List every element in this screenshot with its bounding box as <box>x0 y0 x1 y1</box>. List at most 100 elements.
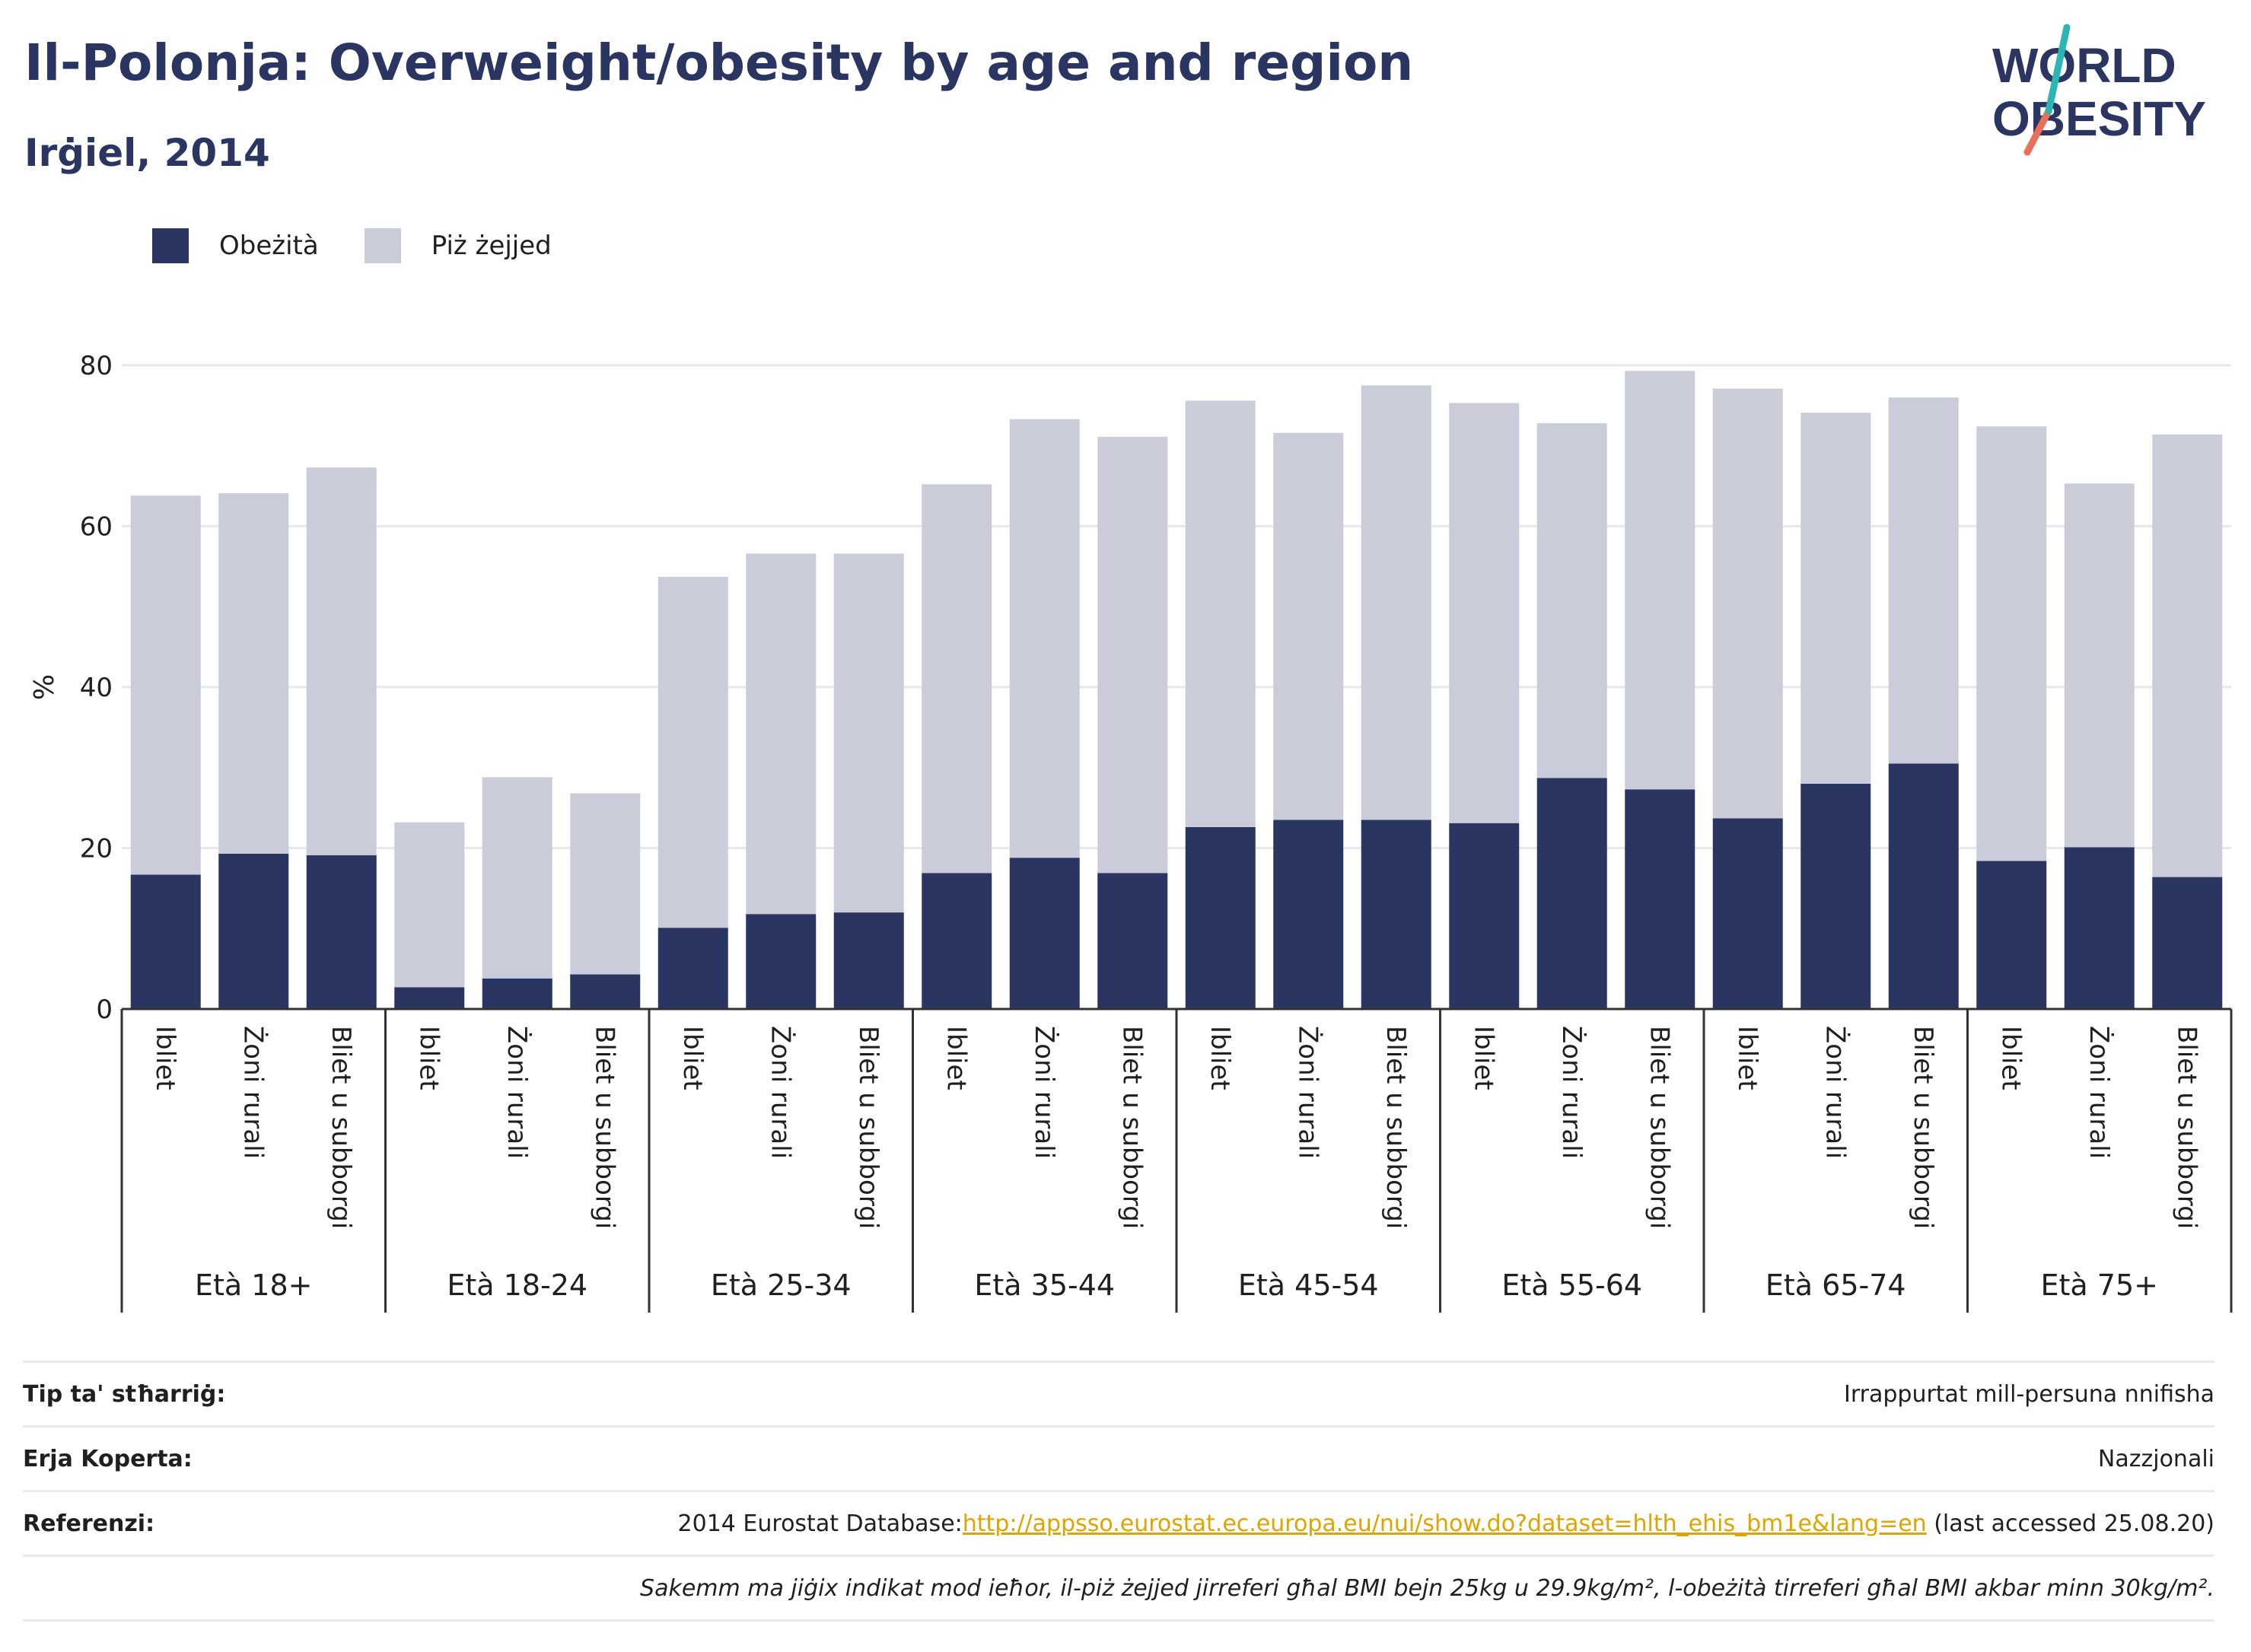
bar-overweight-15 <box>1449 403 1520 823</box>
group-label-7: Età 75+ <box>2041 1268 2158 1302</box>
x-tick-label-8: Bliet u subborgi <box>853 1026 884 1229</box>
bar-overweight-10 <box>1009 419 1080 858</box>
bar-obesity-0 <box>130 874 201 1009</box>
area-covered-label: Erja Koperta: <box>23 1445 193 1472</box>
x-tick-label-1: Żoni rurali <box>237 1026 268 1159</box>
y-axis-label: % <box>29 674 60 700</box>
bar-overweight-17 <box>1625 371 1695 790</box>
x-tick-label-14: Bliet u subborgi <box>1380 1026 1411 1229</box>
footer-row-note: Sakemm ma jiġix indikat mod ieħor, il-pi… <box>23 1555 2214 1622</box>
bar-obesity-19 <box>1800 783 1871 1009</box>
definition-note: Sakemm ma jiġix indikat mod ieħor, il-pi… <box>640 1574 2214 1602</box>
footer-row-survey-type: Tip ta' stħarriġ: Irrappurtat mill-persu… <box>23 1361 2214 1425</box>
group-label-1: Età 18-24 <box>447 1268 587 1302</box>
bar-overweight-21 <box>1976 426 2047 861</box>
group-label-0: Età 18+ <box>195 1268 312 1302</box>
bar-overweight-22 <box>2064 483 2135 848</box>
group-label-6: Età 65-74 <box>1765 1268 1906 1302</box>
group-label-5: Età 55-64 <box>1501 1268 1642 1302</box>
bar-obesity-4 <box>482 978 552 1009</box>
legend-label-obesity: Obeżità <box>219 231 319 261</box>
x-tick-label-12: Ibliet <box>1205 1026 1235 1090</box>
bar-overweight-23 <box>2152 434 2223 877</box>
bar-obesity-22 <box>2064 847 2135 1009</box>
y-tick-label-40: 40 <box>80 673 113 703</box>
x-tick-label-6: Ibliet <box>677 1026 708 1090</box>
x-tick-label-4: Żoni rurali <box>501 1026 532 1159</box>
bar-overweight-3 <box>394 822 465 988</box>
y-tick-label-60: 60 <box>80 512 113 543</box>
x-tick-label-17: Bliet u subborgi <box>1644 1026 1674 1229</box>
y-tick-label-80: 80 <box>80 351 113 381</box>
bar-obesity-3 <box>394 987 465 1009</box>
x-tick-label-20: Bliet u subborgi <box>1908 1026 1938 1229</box>
reference-link[interactable]: http://appsso.eurostat.ec.europa.eu/nui/… <box>962 1510 1927 1537</box>
bar-overweight-1 <box>218 493 289 854</box>
x-tick-label-2: Bliet u subborgi <box>326 1026 356 1229</box>
logo-line-2: OBESITY <box>1992 91 2206 146</box>
bar-overweight-0 <box>130 495 201 875</box>
x-tick-label-5: Bliet u subborgi <box>589 1026 619 1229</box>
stacked-bar-chart: 0 20 40 60 80% Ibliet Żoni rurali Bliet u subbo… <box>29 351 2233 1313</box>
legend-label-overweight: Piż żejjed <box>431 231 552 261</box>
logo-slash-teal <box>2045 24 2071 115</box>
bar-overweight-11 <box>1097 437 1168 874</box>
bar-obesity-12 <box>1185 827 1256 1009</box>
legend-swatch-obesity <box>152 228 189 263</box>
y-tick-label-0: 0 <box>96 995 113 1025</box>
bar-obesity-17 <box>1625 789 1695 1009</box>
x-tick-label-11: Bliet u subborgi <box>1116 1026 1147 1229</box>
bar-overweight-4 <box>482 777 552 979</box>
bar-obesity-6 <box>657 928 728 1009</box>
y-tick-label-20: 20 <box>80 834 113 864</box>
bar-obesity-20 <box>1888 763 1959 1009</box>
x-tick-label-18: Ibliet <box>1732 1026 1762 1090</box>
survey-type-label: Tip ta' stħarriġ: <box>23 1380 226 1408</box>
bar-overweight-6 <box>657 577 728 928</box>
bar-obesity-13 <box>1273 820 1344 1009</box>
footer-row-area: Erja Koperta: Nazzjonali <box>23 1425 2214 1490</box>
logo-slash-coral <box>2023 107 2052 156</box>
x-tick-label-10: Żoni rurali <box>1029 1026 1059 1159</box>
world-obesity-logo: WORLD OBESITY <box>1992 24 2206 156</box>
bar-overweight-12 <box>1185 400 1256 828</box>
x-tick-label-13: Żoni rurali <box>1292 1026 1323 1159</box>
bar-obesity-16 <box>1536 778 1607 1009</box>
bar-obesity-8 <box>833 912 904 1009</box>
bar-overweight-9 <box>922 484 992 874</box>
bar-overweight-7 <box>746 553 817 915</box>
bar-obesity-23 <box>2152 877 2223 1009</box>
bar-obesity-7 <box>746 914 817 1009</box>
x-tick-label-7: Żoni rurali <box>765 1026 795 1159</box>
chart-title: Il-Polonja: Overweight/obesity by age an… <box>24 33 1414 92</box>
references-label: Referenzi: <box>23 1510 155 1537</box>
bar-obesity-15 <box>1449 823 1520 1009</box>
bar-obesity-21 <box>1976 861 2047 1009</box>
bar-obesity-2 <box>306 855 377 1009</box>
chart-subtitle: Irġiel, 2014 <box>24 131 270 175</box>
footer-row-references: Referenzi: 2014 Eurostat Database:http:/… <box>23 1490 2214 1555</box>
bar-overweight-13 <box>1273 432 1344 820</box>
references-value: 2014 Eurostat Database:http://appsso.eur… <box>678 1510 2214 1537</box>
legend-item-obesity[interactable]: Obeżità <box>152 228 319 263</box>
group-label-3: Età 35-44 <box>974 1268 1115 1302</box>
x-tick-label-19: Żoni rurali <box>1820 1026 1850 1159</box>
logo-line-1: WORLD <box>1992 38 2176 93</box>
bar-obesity-9 <box>922 873 992 1009</box>
group-label-2: Età 25-34 <box>711 1268 852 1302</box>
x-tick-label-9: Ibliet <box>941 1026 971 1090</box>
bar-obesity-11 <box>1097 873 1168 1009</box>
group-label-4: Età 45-54 <box>1238 1268 1379 1302</box>
reference-suffix: (last accessed 25.08.20) <box>1926 1510 2214 1537</box>
bar-obesity-5 <box>570 974 641 1009</box>
bar-overweight-19 <box>1800 412 1871 784</box>
reference-prefix: 2014 Eurostat Database: <box>677 1510 963 1537</box>
x-tick-label-16: Żoni rurali <box>1556 1026 1587 1159</box>
survey-type-value: Irrappurtat mill-persuna nnifisha <box>1843 1380 2214 1408</box>
bar-overweight-14 <box>1361 385 1431 820</box>
legend-item-overweight[interactable]: Piż żejjed <box>364 228 552 263</box>
area-covered-value: Nazzjonali <box>2097 1445 2214 1472</box>
bar-overweight-16 <box>1536 423 1607 778</box>
bar-obesity-10 <box>1009 858 1080 1009</box>
legend: Obeżità Piż żejjed <box>152 227 597 265</box>
